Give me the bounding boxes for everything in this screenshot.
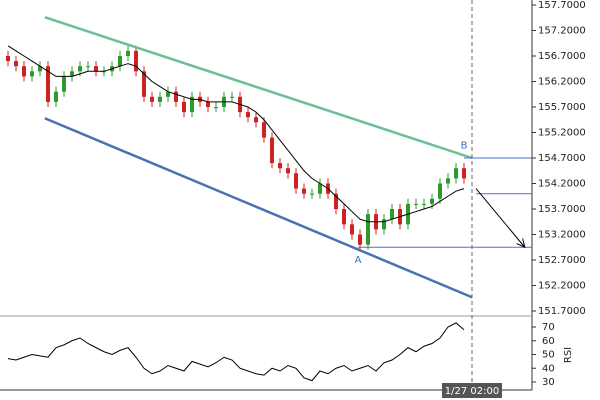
candle-body <box>206 101 210 107</box>
candle-body <box>174 91 178 102</box>
y-tick-label: 151.7000 <box>538 306 586 317</box>
rsi-line <box>7 322 465 382</box>
forecast-arrow <box>475 188 526 248</box>
candle-body <box>438 183 442 199</box>
point-label: B <box>461 140 468 151</box>
y-tick-label: 155.7000 <box>538 102 586 113</box>
candle-body <box>70 71 74 77</box>
candle-body <box>38 66 42 72</box>
candle-body <box>158 96 162 102</box>
candle-body <box>86 66 90 68</box>
y-tick-label: 152.2000 <box>538 281 586 292</box>
rsi-tick-label: 70 <box>542 322 555 333</box>
candle-body <box>142 71 146 97</box>
candle-body <box>278 163 282 169</box>
candle-body <box>246 112 250 118</box>
candle-body <box>254 117 258 123</box>
candle-body <box>286 168 290 174</box>
trendline <box>44 16 473 160</box>
candle-body <box>462 168 466 179</box>
candle-body <box>62 76 66 92</box>
candle-body <box>454 168 458 179</box>
y-tick-label: 156.7000 <box>538 51 586 62</box>
cursor-label-bg <box>442 383 502 398</box>
candle-body <box>446 178 450 184</box>
candle-body <box>302 188 306 194</box>
candle-body <box>214 107 218 108</box>
y-tick-label: 156.2000 <box>538 77 586 88</box>
candle-body <box>294 173 298 189</box>
candle-body <box>6 56 10 62</box>
candle-body <box>390 209 394 220</box>
rsi-tick-label: 60 <box>542 336 555 347</box>
candle-body <box>190 96 194 113</box>
candle-body <box>430 198 434 204</box>
candle-body <box>22 66 26 77</box>
arrow-head <box>516 238 526 249</box>
y-tick-label: 157.2000 <box>538 26 586 37</box>
candle-body <box>342 209 346 225</box>
candle-body <box>150 96 154 102</box>
candle-body <box>310 193 314 195</box>
point-label: A <box>355 255 362 266</box>
candle-body <box>382 219 386 230</box>
candle-body <box>230 96 234 98</box>
candle-body <box>94 66 98 72</box>
candle-body <box>422 203 426 205</box>
candle-body <box>54 91 58 102</box>
candle-body <box>262 122 266 138</box>
candle-body <box>318 183 322 194</box>
trendline <box>44 117 473 299</box>
candle-body <box>414 203 418 205</box>
candle-body <box>134 50 138 72</box>
y-tick-label: 154.2000 <box>538 179 586 190</box>
candle-body <box>182 101 186 113</box>
candle-body <box>118 56 122 67</box>
moving-average <box>7 45 465 223</box>
candle-body <box>350 224 354 235</box>
candle-body <box>78 66 82 72</box>
cursor-label: 1/27 02:00 <box>445 386 499 397</box>
rsi-tick-label: 30 <box>542 377 555 388</box>
rsi-tick-label: 50 <box>542 350 555 361</box>
candle-body <box>334 193 338 209</box>
candle-body <box>358 234 362 245</box>
y-tick-label: 152.7000 <box>538 255 586 266</box>
rsi-label: RSI <box>563 347 574 363</box>
candle-body <box>46 66 50 102</box>
candle-body <box>366 214 370 245</box>
y-tick-label: 153.7000 <box>538 204 586 215</box>
candle-body <box>30 71 34 77</box>
candle-body <box>270 137 274 164</box>
y-tick-label: 157.7000 <box>538 0 586 11</box>
candle-body <box>166 91 170 97</box>
candle-body <box>126 50 130 56</box>
candle-body <box>14 61 18 67</box>
y-tick-label: 154.7000 <box>538 153 586 164</box>
y-tick-label: 155.2000 <box>538 128 586 139</box>
y-tick-label: 153.2000 <box>538 230 586 241</box>
rsi-tick-label: 40 <box>542 363 555 374</box>
